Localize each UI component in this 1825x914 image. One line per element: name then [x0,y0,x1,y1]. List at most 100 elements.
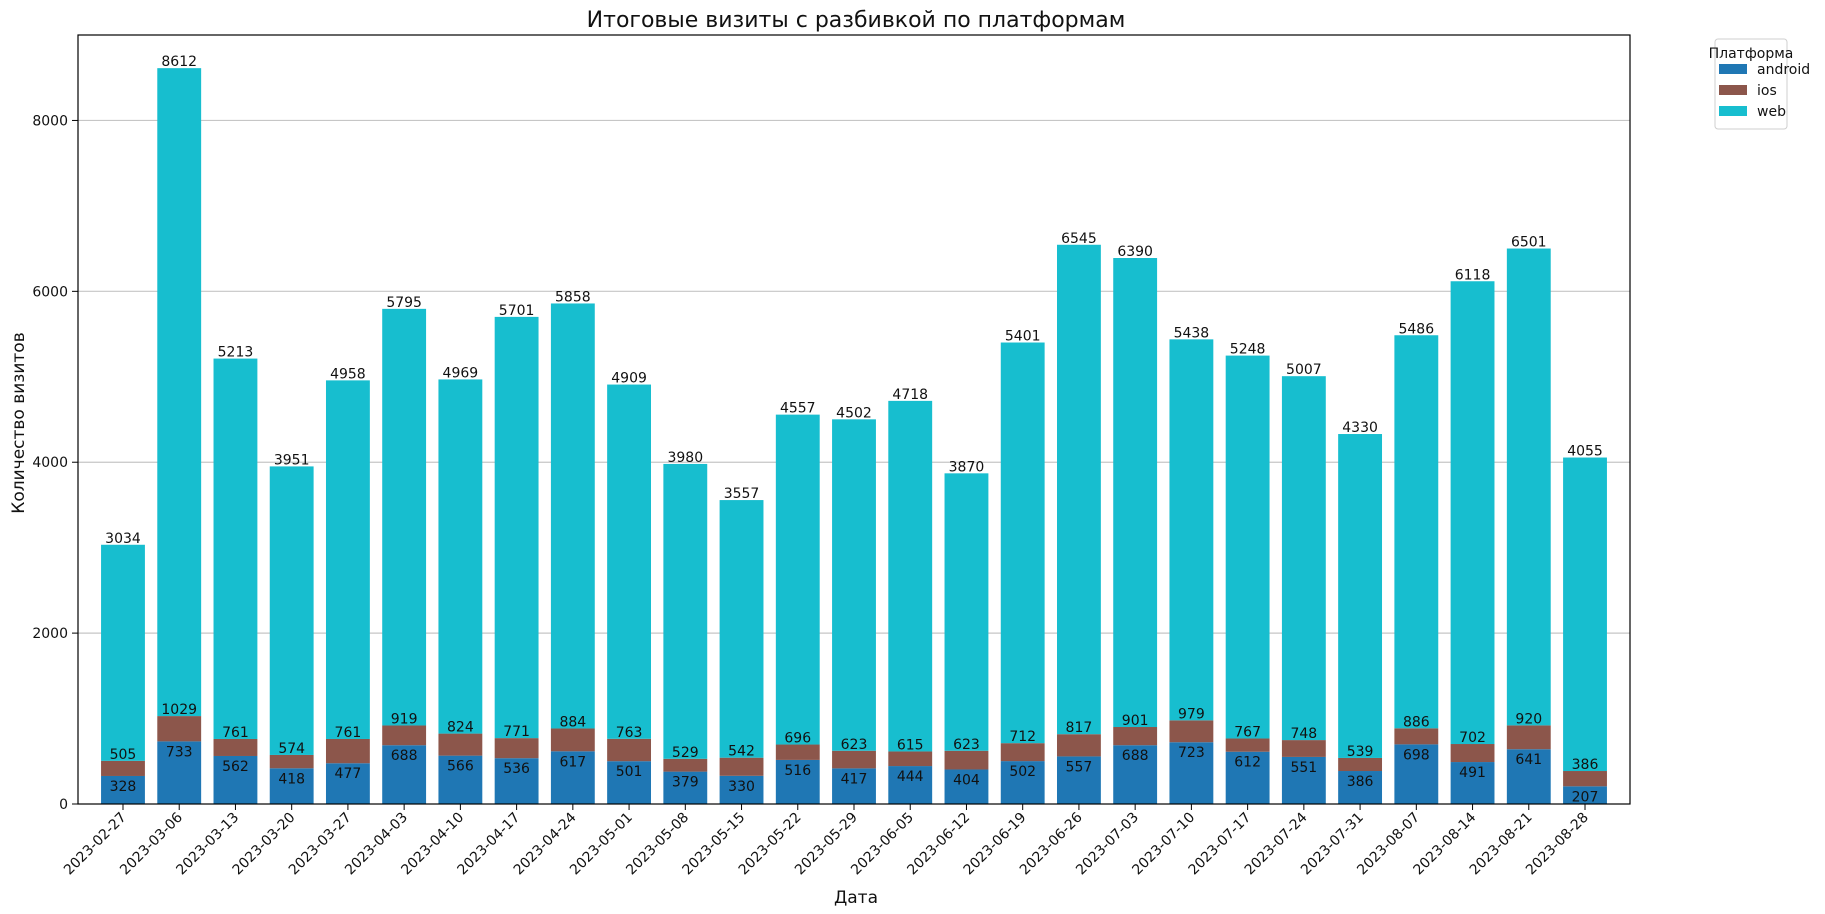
bar-web [1506,248,1551,726]
android-value-label: 566 [447,759,474,775]
total-value-label: 5213 [218,345,254,361]
bar-android [550,751,595,804]
legend-label-ios: ios [1757,83,1777,99]
legend-swatch-web [1719,106,1747,116]
y-tick-label: 4000 [32,455,68,471]
plot-frame [77,34,1631,805]
labels-layer: 328 505 3034 733 1029 8612 562 761 5213 418 574 395… [105,54,1603,805]
ios-cumulative-label: 574 [278,741,305,757]
bar-ios [438,733,483,756]
total-value-label: 4055 [1567,444,1603,460]
bar-ios [719,757,764,776]
android-value-label: 688 [391,748,418,764]
total-value-label: 8612 [161,54,197,70]
total-value-label: 6545 [1061,231,1097,247]
bar-android [1169,742,1214,804]
bar-web [1113,258,1158,728]
bar-android [719,775,764,804]
bar-android [1450,762,1495,804]
bar-web [1169,339,1214,721]
ios-cumulative-label: 1029 [161,702,197,718]
total-value-label: 3980 [667,450,703,466]
bar-ios [1563,771,1607,787]
bar-web [382,308,427,726]
bar-android [382,745,427,804]
android-value-label: 491 [1459,765,1486,781]
android-value-label: 612 [1234,755,1261,771]
ios-cumulative-label: 702 [1459,730,1486,746]
ios-cumulative-label: 761 [335,725,362,741]
bar-ios [269,754,314,769]
bar-ios [213,738,258,756]
bar-android [1281,756,1326,804]
bar-ios [325,738,370,764]
bar-ios [1281,740,1326,757]
bar-ios [1113,727,1158,746]
ios-cumulative-label: 920 [1515,711,1542,727]
bar-android [1563,786,1607,804]
ios-cumulative-label: 623 [953,737,980,753]
bar-web [213,358,258,739]
bar-android [1000,761,1045,804]
bar-ios [775,744,820,760]
bar-web [1563,457,1607,772]
bar-web [1056,244,1101,735]
bar-android [944,769,989,804]
android-value-label: 698 [1403,747,1430,763]
total-value-label: 4330 [1342,420,1378,436]
bar-web [550,303,595,729]
legend-label-android: android [1757,62,1810,78]
bar-ios [944,750,989,770]
android-value-label: 641 [1515,752,1542,768]
ios-cumulative-label: 763 [616,725,643,741]
bar-web [1000,342,1045,744]
total-value-label: 5795 [386,295,422,311]
ios-cumulative-label: 771 [503,724,530,740]
bar-web [832,419,876,751]
legend-title: Платформа [1709,46,1794,62]
android-value-label: 733 [166,744,193,760]
bars-layer [101,68,1607,804]
bar-ios [157,716,202,742]
total-value-label: 4909 [611,371,647,387]
ios-cumulative-label: 817 [1066,720,1093,736]
ios-cumulative-label: 884 [559,714,586,730]
bar-android [157,741,202,804]
bar-ios [607,738,652,762]
ios-cumulative-label: 901 [1122,713,1149,729]
ios-cumulative-label: 539 [1347,744,1374,760]
bar-android [832,768,876,804]
total-value-label: 5248 [1230,342,1266,358]
total-value-label: 4969 [443,365,479,381]
bar-android [1225,751,1270,804]
android-value-label: 417 [841,771,868,787]
y-tick-label: 6000 [32,284,68,300]
total-value-label: 5486 [1398,321,1434,337]
ios-cumulative-label: 767 [1234,724,1261,740]
total-value-label: 5858 [555,289,591,305]
ios-cumulative-label: 542 [728,744,755,760]
total-value-label: 5007 [1286,362,1322,378]
legend-swatch-ios [1719,85,1747,95]
total-value-label: 4718 [892,387,928,403]
bar-web [775,414,820,745]
bar-ios [1056,734,1101,757]
ios-cumulative-label: 979 [1178,706,1205,722]
android-value-label: 501 [616,764,643,780]
total-value-label: 3557 [724,486,760,502]
bar-web [1450,281,1495,745]
bar-ios [550,728,595,752]
bar-ios [1506,725,1551,750]
android-value-label: 477 [335,766,362,782]
bar-android [269,768,314,804]
bar-ios [888,751,933,767]
bar-android [213,755,258,804]
y-tick-label: 2000 [32,626,68,642]
bar-ios [1169,720,1214,743]
bar-ios [832,750,876,769]
bar-ios [663,758,708,772]
bar-web [1394,335,1439,729]
y-axis-label: Количество визитов [9,332,29,513]
bar-ios [494,738,539,759]
